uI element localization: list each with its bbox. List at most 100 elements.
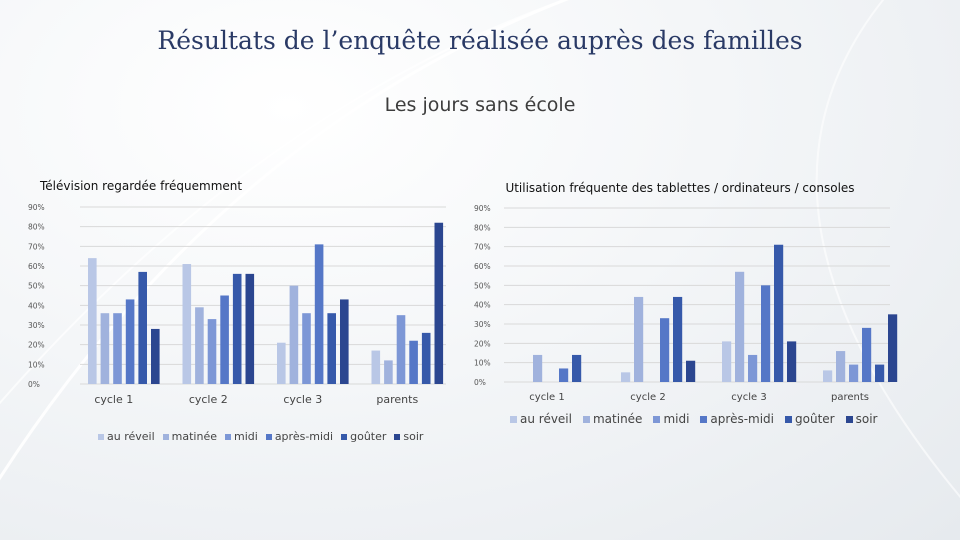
bar-parents-go-ter (421, 332, 431, 384)
y-tick-label: 70% (474, 243, 491, 252)
legend-label: après-midi (710, 412, 775, 426)
x-category-label: parents (376, 393, 418, 406)
y-tick-label: 60% (28, 262, 45, 271)
legend-swatch (341, 433, 348, 440)
bar-cycle-3-au-r-veil (277, 342, 286, 384)
y-tick-label: 80% (474, 223, 491, 232)
bar-cycle-1-midi (113, 313, 122, 384)
legend-label: midi (234, 430, 258, 443)
y-tick-label: 90% (28, 203, 45, 212)
bar-cycle-3-au-r-veil (722, 341, 732, 382)
legend-swatch (98, 433, 104, 440)
bar-cycle-3-soir (787, 341, 797, 382)
legend-label: au réveil (107, 430, 155, 443)
x-category-label: cycle 3 (283, 393, 322, 406)
bar-cycle-2-soir (245, 273, 255, 384)
legend-label: midi (663, 412, 690, 426)
bar-cycle-2-apr-s-midi (220, 295, 229, 384)
legend-item-soir: soir (394, 430, 423, 443)
bar-cycle-3-soir (340, 299, 349, 384)
x-category-label: cycle 3 (731, 392, 766, 403)
bar-cycle-2-apr-s-midi (660, 318, 670, 382)
bar-cycle-1-matin-e (100, 313, 110, 384)
legend-swatch (582, 415, 590, 423)
bar-cycle-3-midi (748, 354, 758, 382)
x-category-label: parents (831, 392, 869, 403)
bar-parents-midi (396, 315, 406, 384)
bar-cycle-1-apr-s-midi (559, 368, 569, 382)
bar-cycle-2-matin-e (634, 296, 644, 382)
legend-item-go-ter: goûter (341, 430, 386, 443)
legend-item-matin-e: matinée (162, 430, 217, 443)
y-tick-label: 20% (28, 341, 45, 350)
y-tick-label: 50% (474, 281, 491, 290)
legend-item-soir: soir (845, 412, 878, 426)
bar-parents-matin-e (384, 360, 393, 384)
y-tick-label: 30% (474, 320, 491, 329)
chart-title-television: Télévision regardée fréquemment (40, 179, 243, 193)
bar-parents-apr-s-midi (862, 327, 872, 382)
x-category-label: cycle 1 (94, 393, 133, 406)
bar-parents-go-ter (875, 364, 885, 382)
legend-label: soir (855, 412, 878, 426)
legend-item-au-r-veil: au réveil (510, 412, 572, 426)
bar-cycle-3-go-ter (327, 313, 336, 384)
legend-label: au réveil (520, 412, 572, 426)
legend-label: goûter (795, 412, 835, 426)
bar-cycle-2-midi (207, 319, 217, 384)
legend-tablettes: au réveil matinée midi après-midi goûter soir (510, 412, 888, 426)
legend-item-go-ter: goûter (785, 412, 835, 426)
bar-parents-au-r-veil (823, 370, 833, 382)
bar-cycle-1-soir (151, 328, 160, 384)
legend-television: au réveil matinée midi après-midi goûter soir (98, 430, 431, 443)
legend-swatch (785, 415, 793, 423)
y-tick-label: 70% (28, 242, 45, 251)
bar-parents-soir (888, 314, 898, 382)
legend-swatch (394, 433, 401, 440)
chart-title-tablettes: Utilisation fréquente des tablettes / or… (505, 181, 855, 195)
y-tick-label: 50% (28, 282, 45, 291)
y-tick-label: 60% (474, 262, 491, 271)
slide-title: Résultats de l’enquête réalisée auprès d… (157, 26, 803, 55)
x-category-label: cycle 2 (189, 393, 228, 406)
x-category-label: cycle 1 (529, 392, 564, 403)
bar-parents-soir (434, 222, 444, 384)
bar-cycle-2-go-ter (673, 296, 683, 382)
y-tick-label: 90% (474, 204, 491, 213)
bar-parents-au-r-veil (371, 350, 381, 384)
legend-item-matin-e: matinée (582, 412, 642, 426)
y-tick-label: 40% (28, 301, 45, 310)
legend-label: après-midi (274, 430, 334, 443)
bar-cycle-2-matin-e (195, 307, 204, 384)
legend-item-midi: midi (225, 430, 258, 443)
legend-swatch (700, 415, 708, 423)
bar-cycle-2-au-r-veil (621, 372, 631, 382)
legend-item-midi: midi (653, 412, 689, 426)
legend-item-apr-s-midi: après-midi (700, 412, 774, 426)
bar-cycle-3-midi (302, 313, 311, 384)
x-category-label: cycle 2 (630, 392, 665, 403)
bar-cycle-1-apr-s-midi (125, 299, 135, 384)
bar-parents-matin-e (836, 351, 846, 382)
slide-subtitle: Les jours sans école (384, 94, 576, 116)
y-tick-label: 10% (28, 360, 45, 369)
bar-cycle-3-matin-e (289, 285, 299, 384)
legend-item-apr-s-midi: après-midi (265, 430, 334, 443)
bar-parents-midi (849, 364, 859, 382)
bar-cycle-1-go-ter (138, 271, 147, 384)
bar-cycle-3-apr-s-midi (761, 285, 771, 382)
y-tick-label: 30% (28, 321, 45, 330)
legend-item-au-r-veil: au réveil (98, 430, 155, 443)
y-tick-label: 10% (474, 359, 491, 368)
y-tick-label: 0% (28, 380, 40, 389)
legend-swatch (845, 415, 853, 423)
bar-cycle-3-matin-e (735, 271, 745, 382)
y-tick-label: 80% (28, 223, 45, 232)
bar-cycle-1-matin-e (533, 354, 543, 382)
legend-swatch (162, 433, 169, 440)
bar-cycle-3-apr-s-midi (314, 244, 324, 384)
bar-cycle-2-go-ter (232, 273, 242, 384)
bar-cycle-1-au-r-veil (88, 258, 97, 384)
legend-swatch (225, 433, 231, 440)
